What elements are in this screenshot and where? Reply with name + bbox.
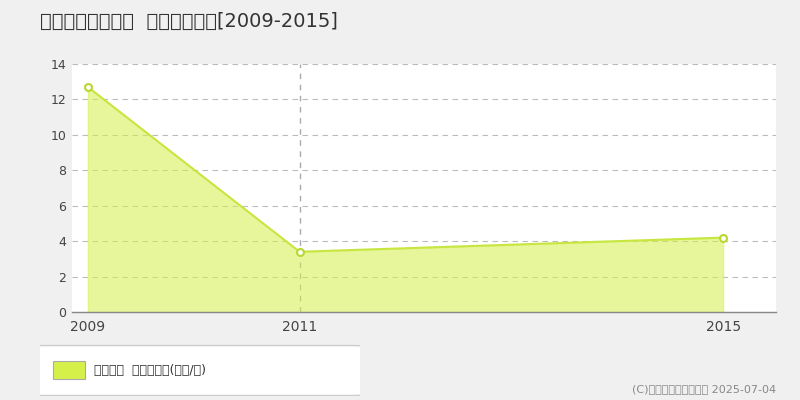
FancyBboxPatch shape — [30, 346, 366, 396]
Text: 甲賀市信楽町小川  住宅価格推移[2009-2015]: 甲賀市信楽町小川 住宅価格推移[2009-2015] — [40, 12, 338, 31]
Text: (C)土地価格ドットコム 2025-07-04: (C)土地価格ドットコム 2025-07-04 — [632, 384, 776, 394]
Text: 住宅価格  平均坪単価(万円/坪): 住宅価格 平均坪単価(万円/坪) — [94, 364, 206, 376]
Bar — [53, 361, 85, 379]
